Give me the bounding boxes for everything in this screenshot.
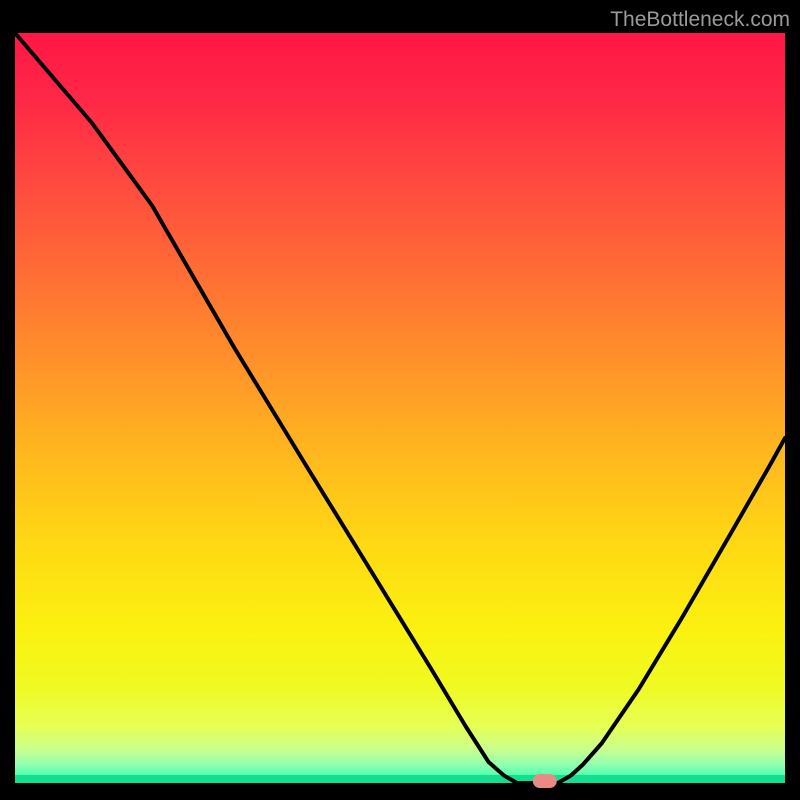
bottleneck-chart: TheBottleneck.com bbox=[0, 0, 800, 800]
optimal-marker bbox=[533, 774, 557, 788]
watermark-text: TheBottleneck.com bbox=[610, 8, 790, 32]
chart-svg bbox=[0, 0, 800, 800]
